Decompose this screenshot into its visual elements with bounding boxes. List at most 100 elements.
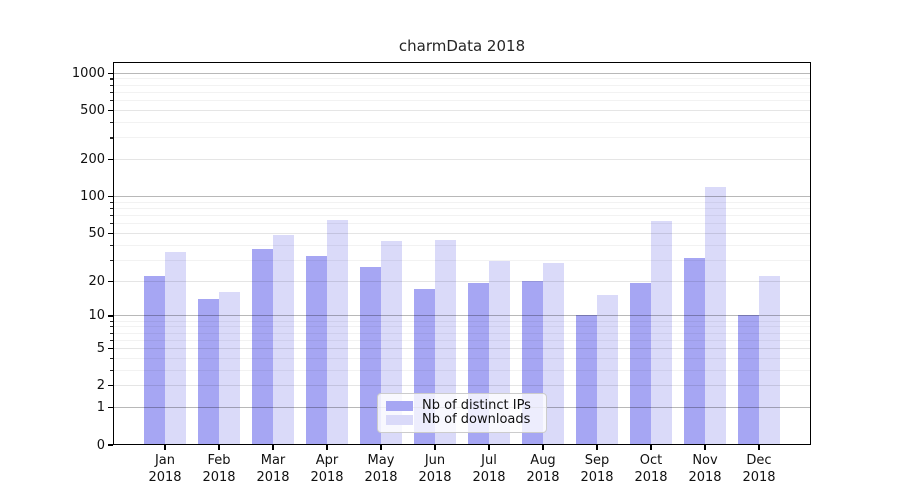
y-tick-mark-0 xyxy=(108,444,113,446)
y-minor-tick-mark-4 xyxy=(110,357,113,360)
bar-jan-ips xyxy=(143,275,165,445)
x-tick-label-mar: Mar 2018 xyxy=(256,453,290,485)
minor-gridline-6 xyxy=(114,339,810,341)
y-minor-tick-mark-300 xyxy=(110,137,113,139)
x-tick-mark-jul xyxy=(488,445,490,450)
x-tick-mark-sep xyxy=(596,445,598,450)
y-tick-mark-10 xyxy=(108,315,113,317)
x-tick-mark-dec xyxy=(758,445,760,450)
x-tick-mark-may xyxy=(380,445,382,450)
y-minor-tick-mark-700 xyxy=(110,91,113,94)
minor-gridline-8 xyxy=(114,326,810,328)
y-tick-label-500: 500 xyxy=(80,102,105,118)
bar-aug-downloads xyxy=(542,263,564,445)
bar-apr-downloads xyxy=(326,219,348,445)
y-minor-tick-mark-8 xyxy=(110,326,113,328)
bar-jan-downloads xyxy=(164,251,186,445)
bar-sep-downloads xyxy=(596,295,618,445)
gridline-2 xyxy=(114,385,810,387)
legend-label-downloads: Nb of downloads xyxy=(422,412,531,427)
y-tick-mark-1000 xyxy=(108,72,113,74)
x-tick-label-jan: Jan 2018 xyxy=(148,453,182,485)
y-tick-label-2: 2 xyxy=(96,378,105,394)
y-minor-tick-mark-6 xyxy=(110,339,113,341)
y-minor-tick-mark-80 xyxy=(110,208,113,210)
y-minor-tick-mark-60 xyxy=(110,223,113,225)
x-tick-label-jul: Jul 2018 xyxy=(472,453,506,485)
y-minor-tick-mark-9 xyxy=(110,320,113,322)
minor-gridline-4 xyxy=(114,357,810,359)
x-tick-label-apr: Apr 2018 xyxy=(310,453,344,485)
bar-dec-downloads xyxy=(758,275,780,445)
gridline-100 xyxy=(114,196,810,198)
x-tick-label-feb: Feb 2018 xyxy=(202,453,236,485)
x-tick-label-dec: Dec 2018 xyxy=(742,453,776,485)
minor-gridline-3 xyxy=(114,369,810,371)
x-tick-label-sep: Sep 2018 xyxy=(580,453,614,485)
y-tick-label-5: 5 xyxy=(96,341,105,357)
x-tick-mark-mar xyxy=(272,445,274,450)
x-tick-mark-jun xyxy=(434,445,436,450)
gridline-5 xyxy=(114,348,810,350)
bar-sep-ips xyxy=(575,315,597,445)
x-tick-mark-oct xyxy=(650,445,652,450)
legend: Nb of distinct IPs Nb of downloads xyxy=(377,393,547,433)
x-tick-label-may: May 2018 xyxy=(364,453,398,485)
legend-swatch-distinct-ips xyxy=(386,401,413,411)
minor-gridline-900 xyxy=(114,78,810,80)
y-minor-tick-mark-600 xyxy=(110,100,113,102)
y-minor-tick-mark-800 xyxy=(110,84,113,86)
y-minor-tick-mark-3 xyxy=(110,369,113,372)
x-tick-label-aug: Aug 2018 xyxy=(526,453,560,485)
y-minor-tick-mark-70 xyxy=(110,215,113,217)
y-tick-mark-200 xyxy=(108,159,113,161)
y-tick-label-50: 50 xyxy=(88,225,105,241)
bar-feb-ips xyxy=(197,298,219,445)
y-tick-label-10: 10 xyxy=(88,308,105,324)
minor-gridline-9 xyxy=(114,320,810,322)
y-tick-mark-2 xyxy=(108,385,113,387)
minor-gridline-700 xyxy=(114,91,810,93)
minor-gridline-60 xyxy=(114,223,810,225)
minor-gridline-90 xyxy=(114,201,810,203)
minor-gridline-7 xyxy=(114,332,810,334)
x-tick-mark-feb xyxy=(218,445,220,450)
x-tick-mark-apr xyxy=(326,445,328,450)
plot-area xyxy=(113,62,811,445)
gridline-1000 xyxy=(114,72,810,74)
bar-feb-downloads xyxy=(218,292,240,445)
legend-label-distinct-ips: Nb of distinct IPs xyxy=(422,398,531,413)
x-tick-mark-aug xyxy=(542,445,544,450)
y-minor-tick-mark-30 xyxy=(110,259,113,261)
grid-layer xyxy=(114,63,810,444)
y-tick-label-200: 200 xyxy=(80,152,105,168)
y-minor-tick-mark-400 xyxy=(110,121,113,124)
y-tick-mark-1 xyxy=(108,407,113,409)
bar-apr-ips xyxy=(305,256,327,445)
y-minor-tick-mark-40 xyxy=(110,244,113,246)
bar-dec-ips xyxy=(737,315,759,445)
y-tick-mark-5 xyxy=(108,347,113,350)
gridline-200 xyxy=(114,159,810,161)
y-tick-mark-50 xyxy=(108,232,113,234)
y-minor-tick-mark-900 xyxy=(110,78,113,80)
legend-row-downloads: Nb of downloads xyxy=(386,413,536,427)
minor-gridline-70 xyxy=(114,215,810,217)
bar-mar-ips xyxy=(251,248,273,445)
gridline-20 xyxy=(114,280,810,282)
bar-nov-ips xyxy=(683,257,705,445)
y-tick-mark-100 xyxy=(108,196,113,198)
minor-gridline-30 xyxy=(114,259,810,261)
y-tick-label-1000: 1000 xyxy=(71,65,105,81)
bar-oct-ips xyxy=(629,283,651,445)
minor-gridline-80 xyxy=(114,208,810,210)
x-tick-mark-jan xyxy=(164,445,166,450)
bar-nov-downloads xyxy=(704,187,726,445)
legend-row-distinct-ips: Nb of distinct IPs xyxy=(386,399,536,413)
bar-may-ips xyxy=(359,267,381,445)
y-tick-label-0: 0 xyxy=(96,437,105,453)
minor-gridline-40 xyxy=(114,244,810,246)
minor-gridline-600 xyxy=(114,100,810,102)
bar-mar-downloads xyxy=(272,235,294,445)
x-tick-label-oct: Oct 2018 xyxy=(634,453,668,485)
